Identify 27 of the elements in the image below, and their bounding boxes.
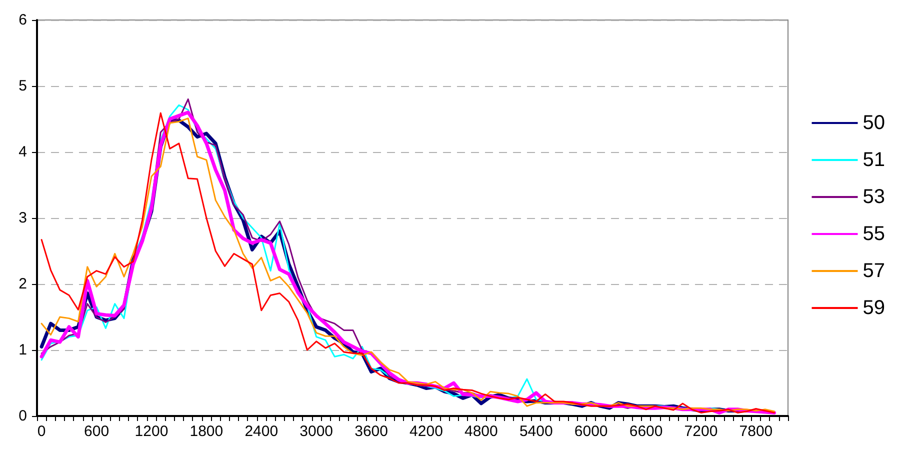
x-tick-label: 4200 <box>410 423 443 440</box>
y-tick-label: 1 <box>18 342 27 358</box>
y-tick-label: 5 <box>18 78 27 94</box>
x-tick-label: 7800 <box>739 423 773 440</box>
legend-label: 51 <box>862 149 886 171</box>
x-tick-label: 2400 <box>244 423 278 440</box>
x-tick-label: 0 <box>37 423 46 440</box>
x-tick-label: 5400 <box>519 423 553 440</box>
legend-label: 59 <box>862 297 886 319</box>
x-tick-label: 3000 <box>300 423 334 440</box>
x-tick-label: 4800 <box>464 423 498 440</box>
legend-label: 55 <box>862 223 886 245</box>
x-tick-label: 7200 <box>684 423 718 440</box>
y-tick-label: 2 <box>18 276 27 292</box>
x-tick-label: 600 <box>84 423 110 440</box>
legend-label: 57 <box>862 260 886 282</box>
x-tick-label: 1200 <box>134 423 168 440</box>
legend-label: 50 <box>862 112 886 134</box>
x-tick-label: 1800 <box>190 423 224 440</box>
x-tick-label: 6600 <box>629 423 663 440</box>
y-tick-label: 4 <box>18 144 27 160</box>
y-tick-label: 3 <box>18 210 27 226</box>
x-tick-label: 6000 <box>574 423 608 440</box>
x-tick-label: 3600 <box>354 423 388 440</box>
y-tick-label: 0 <box>18 408 27 424</box>
legend-label: 53 <box>862 186 886 208</box>
y-tick-label: 6 <box>18 12 27 28</box>
